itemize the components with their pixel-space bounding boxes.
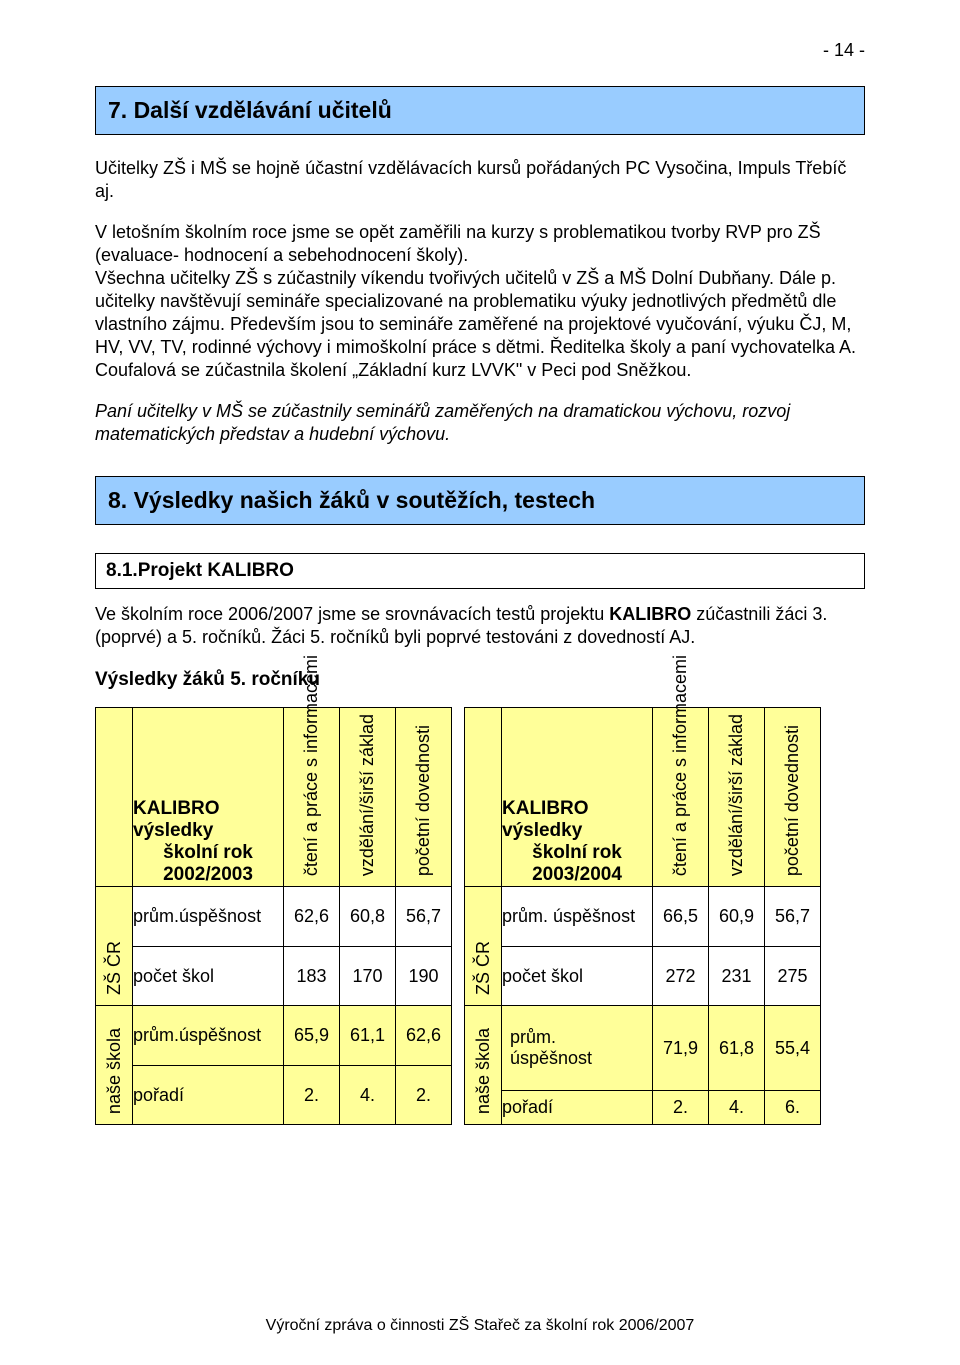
- kalibro-table-right: KALIBRO výsledky školní rok 2003/2004 čt…: [464, 707, 821, 1125]
- cell-val-l2-0: 65,9: [284, 1006, 340, 1066]
- row-group-zscr-left: ZŠ ČR: [96, 887, 133, 1006]
- cell-label-r2: prům.úspěšnost: [502, 1006, 653, 1091]
- header-cell-blank-right: [465, 708, 502, 887]
- page-number: - 14 -: [95, 40, 865, 61]
- row-group-label-naseskola-r: naše škola: [473, 1028, 494, 1114]
- cell-label-r3: pořadí: [502, 1091, 653, 1125]
- col-label-cteni: čtení a práce s informacemi: [301, 655, 322, 876]
- cell-val-r3-2: 6.: [765, 1091, 821, 1125]
- cell-val-l0-2: 56,7: [396, 887, 452, 947]
- col-label-cteni-r: čtení a práce s informacemi: [670, 655, 691, 876]
- cell-val-l3-1: 4.: [340, 1065, 396, 1125]
- col-label-pocetni-r: početní dovednosti: [782, 725, 803, 876]
- col-label-vzdelani-r: vzdělání/širší základ: [726, 714, 747, 876]
- header-cell-col1-right: čtení a práce s informacemi: [653, 708, 709, 887]
- kalibro-tables-row: KALIBRO výsledky školní rok 2002/2003 čt…: [95, 707, 865, 1125]
- section-7-para-4: Paní učitelky v MŠ se zúčastnily seminář…: [95, 400, 865, 446]
- cell-label-r1: počet škol: [502, 946, 653, 1006]
- cell-label-l1: počet škol: [133, 946, 284, 1006]
- cell-val-l1-0: 183: [284, 946, 340, 1006]
- kalibro-table-left: KALIBRO výsledky školní rok 2002/2003 čt…: [95, 707, 452, 1125]
- section-7-para-1: Učitelky ZŠ i MŠ se hojně účastní vzdělá…: [95, 157, 865, 203]
- para-text-a: Ve školním roce 2006/2007 jsme se srovná…: [95, 604, 609, 624]
- cell-val-l0-0: 62,6: [284, 887, 340, 947]
- cell-label-r0: prům. úspěšnost: [502, 887, 653, 947]
- title-line-r3: 2003/2004: [502, 864, 652, 886]
- cell-val-r2-0: 71,9: [653, 1006, 709, 1091]
- document-footer: Výroční zpráva o činnosti ZŠ Stařeč za š…: [0, 1317, 960, 1335]
- col-label-vzdelani: vzdělání/širší základ: [357, 714, 378, 876]
- row-group-label-zscr-r: ZŠ ČR: [473, 941, 494, 995]
- cell-val-l1-2: 190: [396, 946, 452, 1006]
- cell-val-l2-2: 62,6: [396, 1006, 452, 1066]
- cell-val-r0-2: 56,7: [765, 887, 821, 947]
- cell-val-r0-1: 60,9: [709, 887, 765, 947]
- cell-val-r1-0: 272: [653, 946, 709, 1006]
- cell-val-r1-2: 275: [765, 946, 821, 1006]
- cell-val-r2-1: 61,8: [709, 1006, 765, 1091]
- cell-val-r3-1: 4.: [709, 1091, 765, 1125]
- para-text-bold: KALIBRO: [609, 604, 691, 624]
- cell-val-l1-1: 170: [340, 946, 396, 1006]
- title-line-2: školní rok: [133, 842, 283, 864]
- row-group-label-naseskola: naše škola: [104, 1028, 125, 1114]
- header-cell-blank-left: [96, 708, 133, 887]
- title-line-r2: školní rok: [502, 842, 652, 864]
- section-8-para: Ve školním roce 2006/2007 jsme se srovná…: [95, 603, 865, 649]
- cell-val-r3-0: 2.: [653, 1091, 709, 1125]
- cell-label-l0: prům.úspěšnost: [133, 887, 284, 947]
- header-cell-col2-right: vzdělání/širší základ: [709, 708, 765, 887]
- title-line-3: 2002/2003: [133, 864, 283, 886]
- section-8-header: 8. Výsledky našich žáků v soutěžích, tes…: [95, 476, 865, 525]
- cell-val-r2-2: 55,4: [765, 1006, 821, 1091]
- header-cell-title-right: KALIBRO výsledky školní rok 2003/2004: [502, 708, 653, 887]
- row-group-zscr-right: ZŠ ČR: [465, 887, 502, 1006]
- row-group-naseskola-right: naše škola: [465, 1006, 502, 1125]
- cell-label-l2: prům.úspěšnost: [133, 1006, 284, 1066]
- section-7-para-3: Všechna učitelky ZŠ s zúčastnily víkendu…: [95, 267, 865, 382]
- cell-val-l0-1: 60,8: [340, 887, 396, 947]
- cell-val-r0-0: 66,5: [653, 887, 709, 947]
- header-cell-col3-left: početní dovednosti: [396, 708, 452, 887]
- section-8-1-subheader: 8.1.Projekt KALIBRO: [95, 553, 865, 589]
- col-label-pocetni: početní dovednosti: [413, 725, 434, 876]
- section-7-header: 7. Další vzdělávání učitelů: [95, 86, 865, 135]
- header-cell-title-left: KALIBRO výsledky školní rok 2002/2003: [133, 708, 284, 887]
- title-line-1: KALIBRO výsledky: [133, 798, 220, 841]
- document-page: - 14 - 7. Další vzdělávání učitelů Učite…: [0, 0, 960, 1365]
- section-7-para-2: V letošním školním roce jsme se opět zam…: [95, 221, 865, 267]
- cell-val-l3-0: 2.: [284, 1065, 340, 1125]
- cell-val-r1-1: 231: [709, 946, 765, 1006]
- header-cell-col3-right: početní dovednosti: [765, 708, 821, 887]
- header-cell-col1-left: čtení a práce s informacemi: [284, 708, 340, 887]
- header-cell-col2-left: vzdělání/širší základ: [340, 708, 396, 887]
- row-group-naseskola-left: naše škola: [96, 1006, 133, 1125]
- results-heading: Výsledky žáků 5. ročníku: [95, 669, 865, 691]
- cell-label-l3: pořadí: [133, 1065, 284, 1125]
- title-line-r1: KALIBRO výsledky: [502, 798, 589, 841]
- cell-val-l3-2: 2.: [396, 1065, 452, 1125]
- cell-val-l2-1: 61,1: [340, 1006, 396, 1066]
- row-group-label-zscr: ZŠ ČR: [104, 941, 125, 995]
